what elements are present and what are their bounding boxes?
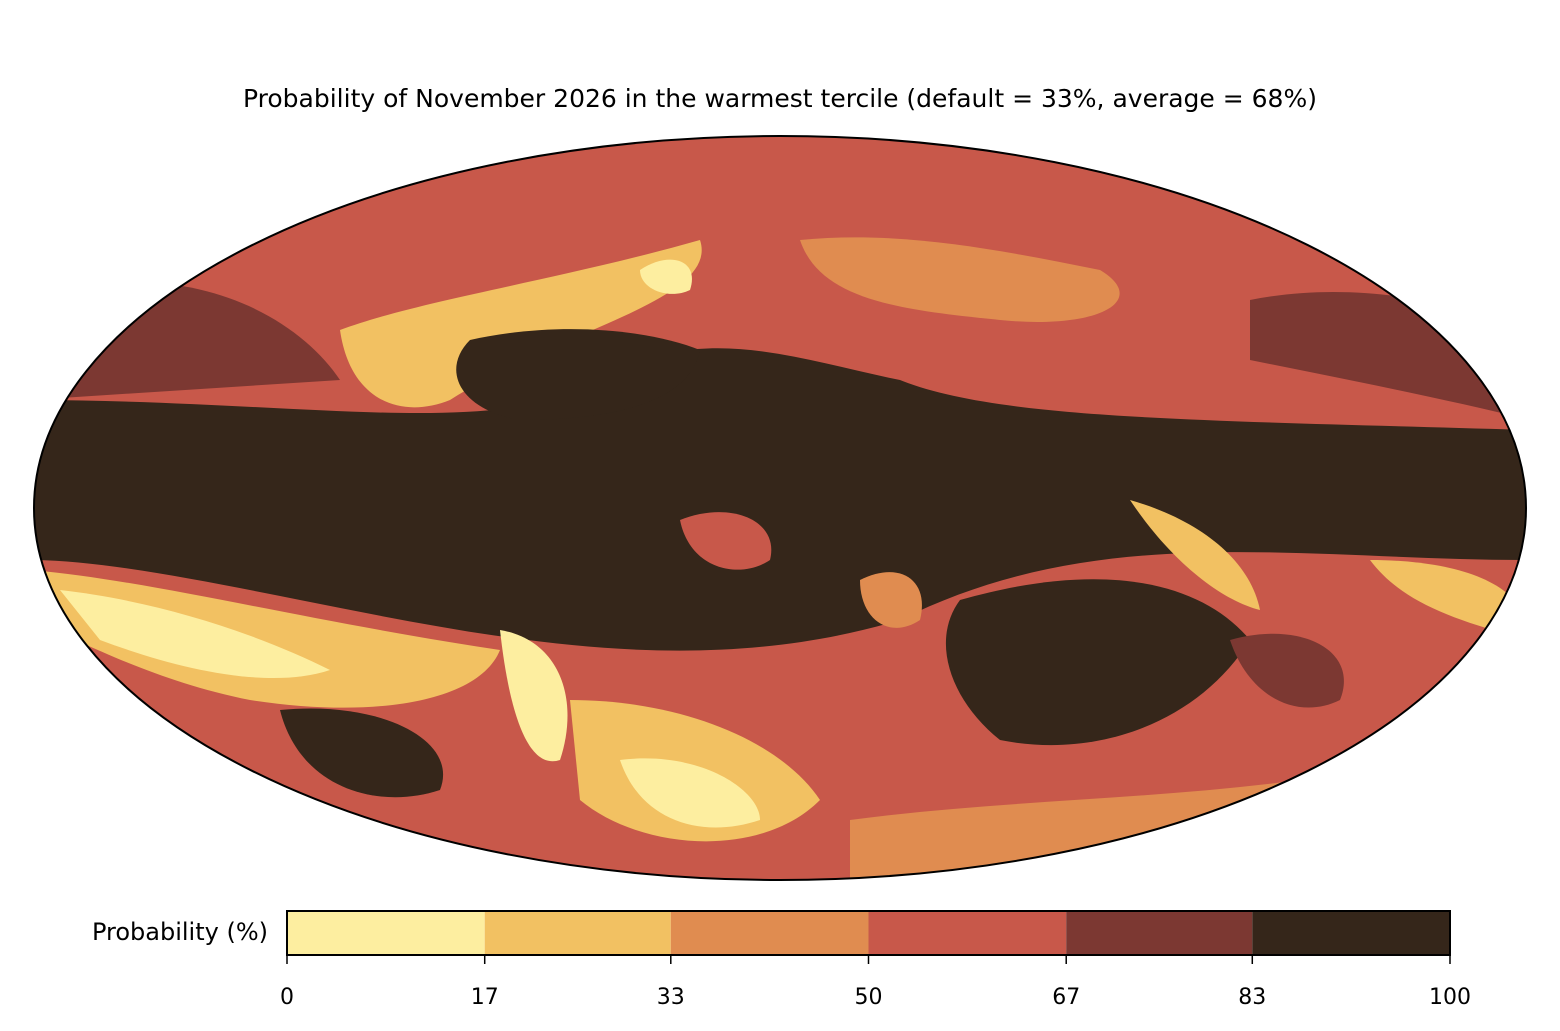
field-region xyxy=(34,348,1526,651)
field-region xyxy=(280,708,444,798)
field-region xyxy=(456,329,700,420)
field-region xyxy=(500,630,568,762)
field-region xyxy=(850,780,1300,880)
colorbar-segment xyxy=(1066,911,1253,955)
field-region xyxy=(620,758,760,828)
field-region xyxy=(340,240,702,408)
colorbar-segment xyxy=(1252,911,1450,955)
tick-label: 33 xyxy=(657,985,685,1010)
field-region xyxy=(800,237,1120,322)
map-title: Probability of November 2026 in the warm… xyxy=(243,84,1317,113)
field-region xyxy=(860,572,922,628)
colorbar-label: Probability (%) xyxy=(92,918,268,946)
tick-label: 0 xyxy=(280,985,294,1010)
tick-label: 50 xyxy=(855,985,883,1010)
colorbar-segment xyxy=(484,911,671,955)
tick-label: 83 xyxy=(1238,985,1266,1010)
field-region xyxy=(1230,633,1344,708)
colorbar-segment xyxy=(868,911,1067,955)
field-region xyxy=(945,579,1250,746)
colorbar: 0 17 33 50 67 83 100 xyxy=(280,910,1471,1010)
colorbar-segment xyxy=(287,911,485,955)
colorbar-segment xyxy=(670,911,869,955)
field-region xyxy=(680,512,772,570)
tick-label: 17 xyxy=(471,985,499,1010)
field-region xyxy=(1370,560,1526,640)
field-region xyxy=(60,590,330,679)
field-region xyxy=(640,259,692,294)
tick-label: 67 xyxy=(1052,985,1080,1010)
field-region xyxy=(34,570,500,708)
tick-label: 100 xyxy=(1429,985,1471,1010)
field-region xyxy=(1130,500,1260,610)
map-outline xyxy=(33,135,1527,881)
